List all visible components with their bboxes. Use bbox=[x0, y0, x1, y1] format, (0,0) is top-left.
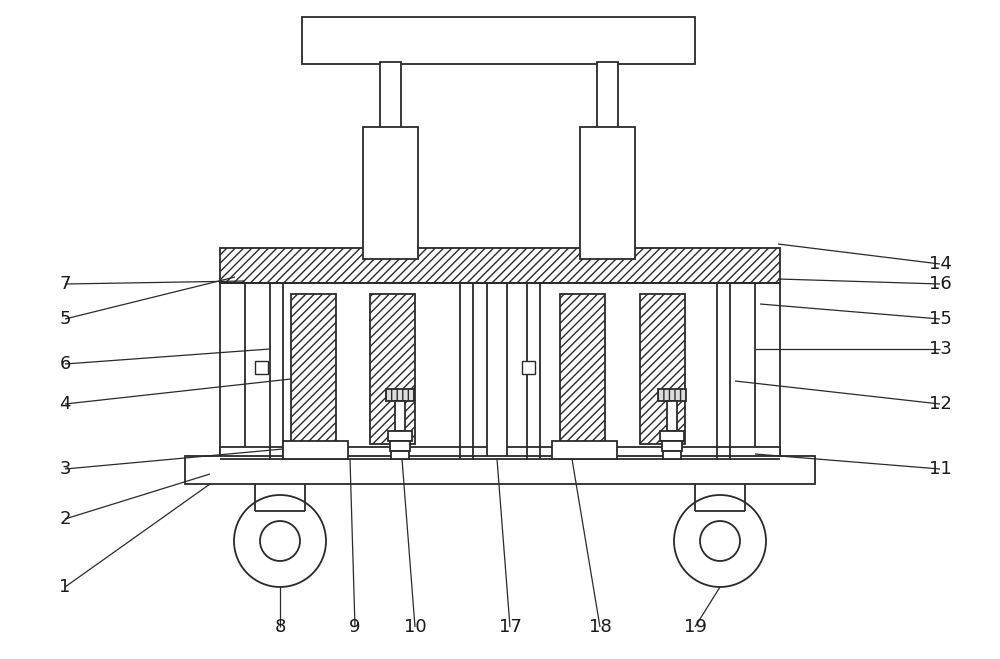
Circle shape bbox=[674, 495, 766, 587]
Bar bbox=[302, 17, 695, 64]
Bar bbox=[663, 451, 681, 459]
Text: 14: 14 bbox=[929, 255, 951, 273]
Bar bbox=[185, 456, 815, 484]
Bar bbox=[391, 451, 409, 459]
Text: 18: 18 bbox=[589, 618, 611, 636]
Bar bbox=[220, 283, 245, 459]
Text: 11: 11 bbox=[929, 460, 951, 478]
Text: 1: 1 bbox=[59, 578, 71, 596]
Text: 16: 16 bbox=[929, 275, 951, 293]
Circle shape bbox=[234, 495, 326, 587]
Text: 15: 15 bbox=[929, 310, 951, 328]
Bar bbox=[597, 62, 618, 129]
Bar bbox=[552, 441, 617, 459]
Bar bbox=[660, 431, 684, 441]
Bar bbox=[291, 294, 336, 444]
Bar bbox=[395, 401, 405, 431]
Bar bbox=[283, 441, 348, 459]
Text: 8: 8 bbox=[274, 618, 286, 636]
Bar bbox=[388, 431, 412, 441]
Bar bbox=[390, 441, 410, 451]
Text: 2: 2 bbox=[59, 510, 71, 528]
Bar bbox=[255, 361, 268, 374]
Text: 12: 12 bbox=[929, 395, 951, 413]
Bar bbox=[658, 389, 686, 401]
Bar bbox=[220, 248, 780, 283]
Text: 13: 13 bbox=[929, 340, 951, 358]
Bar bbox=[580, 127, 635, 259]
Bar bbox=[220, 447, 780, 459]
Circle shape bbox=[260, 521, 300, 561]
Bar bbox=[363, 127, 418, 259]
Bar bbox=[560, 294, 605, 444]
Text: 7: 7 bbox=[59, 275, 71, 293]
Bar bbox=[386, 389, 414, 401]
Bar bbox=[522, 361, 535, 374]
Bar bbox=[487, 283, 507, 459]
Bar bbox=[662, 441, 682, 451]
Bar bbox=[640, 294, 685, 444]
Bar bbox=[755, 283, 780, 459]
Text: 6: 6 bbox=[59, 355, 71, 373]
Text: 19: 19 bbox=[684, 618, 706, 636]
Bar bbox=[370, 294, 415, 444]
Circle shape bbox=[700, 521, 740, 561]
Text: 4: 4 bbox=[59, 395, 71, 413]
Text: 10: 10 bbox=[404, 618, 426, 636]
Text: 3: 3 bbox=[59, 460, 71, 478]
Text: 5: 5 bbox=[59, 310, 71, 328]
Text: 9: 9 bbox=[349, 618, 361, 636]
Bar bbox=[380, 62, 401, 129]
Text: 17: 17 bbox=[499, 618, 521, 636]
Bar bbox=[667, 401, 677, 431]
